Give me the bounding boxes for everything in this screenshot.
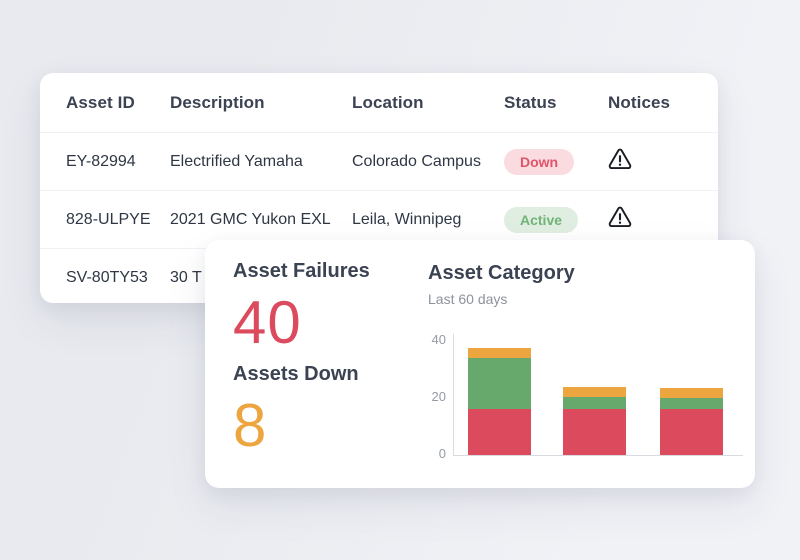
- cell-status: Active: [504, 206, 608, 233]
- cell-asset-id: 828-ULPYE: [66, 210, 151, 228]
- stat-label-asset-failures: Asset Failures: [233, 260, 370, 282]
- col-header-description: Description: [170, 92, 265, 112]
- stat-value-asset-failures: 40: [233, 289, 302, 356]
- bar-segment-green: [563, 396, 626, 410]
- cell-asset-id: SV-80TY53: [66, 268, 148, 286]
- bar-segment-orange: [563, 386, 626, 397]
- chart-header: Asset Category Last 60 days: [428, 262, 748, 307]
- bar-segment-red: [563, 409, 626, 455]
- warning-triangle-icon[interactable]: [608, 206, 632, 228]
- col-header-location: Location: [352, 92, 424, 112]
- cell-notices: [608, 206, 692, 233]
- bar-segment-orange: [468, 348, 531, 359]
- col-header-notices: Notices: [608, 92, 671, 112]
- stats-column: Asset Failures 40 Assets Down 8: [233, 261, 423, 467]
- stat-label-assets-down: Assets Down: [233, 363, 359, 385]
- cell-description: Electrified Yamaha: [170, 152, 303, 170]
- col-header-asset-id: Asset ID: [66, 92, 135, 112]
- table-header-row: Asset ID Description Location Status Not…: [40, 73, 718, 132]
- status-badge-active: Active: [504, 206, 579, 233]
- table-row: EY-82994 Electrified Yamaha Colorado Cam…: [40, 132, 718, 190]
- cell-location: Colorado Campus: [352, 152, 481, 170]
- bar-segment-green: [468, 358, 531, 410]
- warning-triangle-icon[interactable]: [608, 148, 632, 170]
- cell-description: 2021 GMC Yukon EXL: [170, 210, 331, 228]
- y-tick-label: 20: [431, 389, 446, 404]
- stacked-bar-chart: 0 20 40: [428, 330, 744, 462]
- y-tick-label: 40: [431, 332, 446, 347]
- stats-chart-card: Asset Failures 40 Assets Down 8 Asset Ca…: [205, 240, 755, 488]
- stat-value-assets-down: 8: [233, 392, 268, 459]
- bar-segment-orange: [660, 388, 723, 398]
- cell-asset-id: EY-82994: [66, 152, 136, 170]
- status-badge-down: Down: [504, 148, 575, 175]
- chart-title: Asset Category: [428, 262, 575, 284]
- cell-status: Down: [504, 148, 608, 175]
- bar-segment-green: [660, 398, 723, 410]
- bar-segment-red: [468, 409, 531, 455]
- col-header-status: Status: [504, 92, 557, 112]
- y-tick-label: 0: [438, 446, 446, 461]
- cell-notices: [608, 148, 692, 175]
- cell-description: 30 T: [170, 268, 202, 286]
- bar-segment-red: [660, 409, 723, 455]
- y-axis-line: [453, 334, 454, 455]
- cell-location: Leila, Winnipeg: [352, 210, 462, 228]
- chart-subtitle: Last 60 days: [428, 291, 508, 307]
- table-row: 828-ULPYE 2021 GMC Yukon EXL Leila, Winn…: [40, 190, 718, 248]
- x-axis-line: [453, 455, 743, 456]
